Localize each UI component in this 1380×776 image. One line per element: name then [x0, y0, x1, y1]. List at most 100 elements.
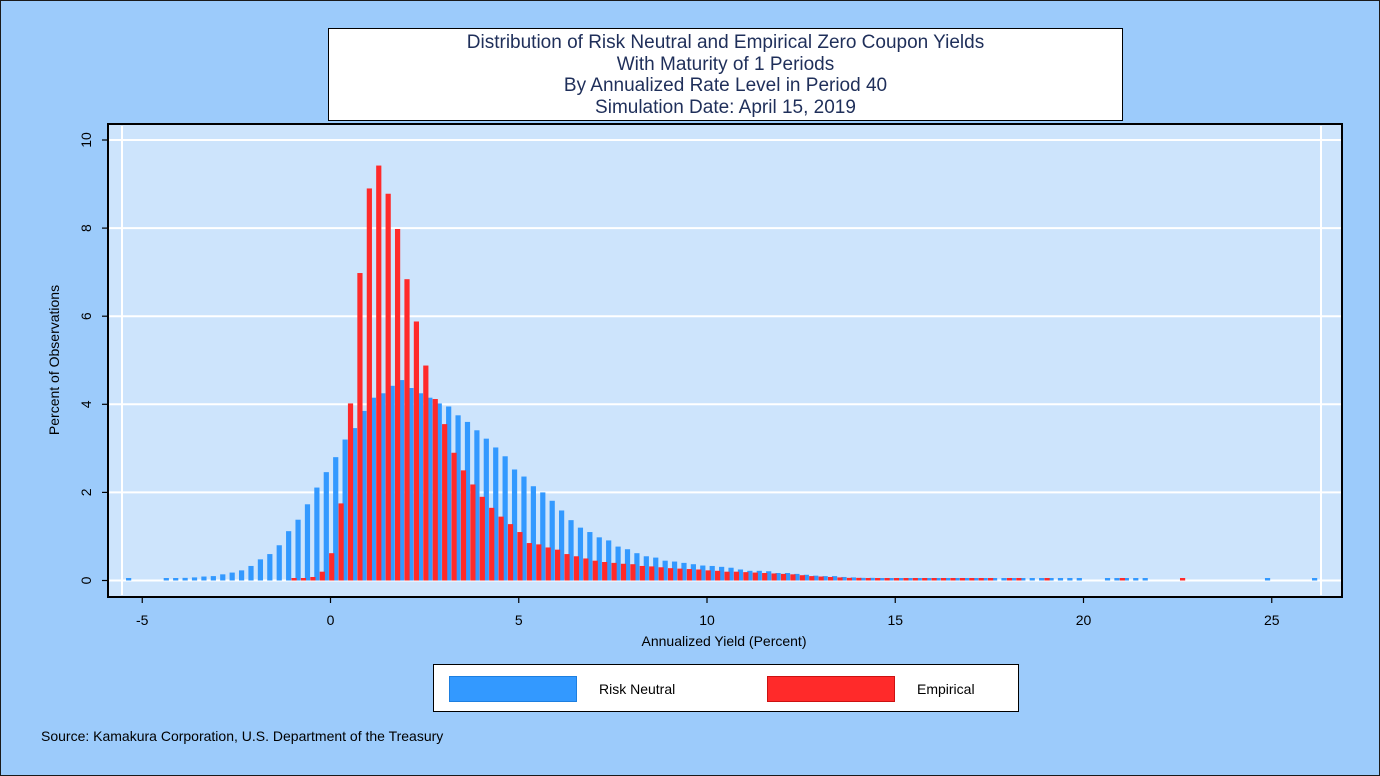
bar-risk-neutral	[775, 573, 781, 581]
plot-area	[107, 123, 1343, 598]
bar-empirical	[922, 578, 928, 581]
bar-empirical	[611, 562, 617, 581]
x-axis-label: Annualized Yield (Percent)	[642, 633, 807, 649]
bar-empirical	[432, 399, 438, 581]
bar-risk-neutral	[483, 438, 489, 581]
bar-risk-neutral	[286, 531, 292, 581]
bar-risk-neutral	[662, 560, 668, 581]
bar-risk-neutral	[276, 545, 282, 581]
bar-empirical	[987, 578, 994, 581]
bar-risk-neutral	[389, 385, 395, 581]
bar-empirical	[677, 568, 683, 581]
chart-title: Distribution of Risk Neutral and Empiric…	[328, 28, 1123, 121]
bar-empirical	[950, 578, 956, 581]
bar-empirical	[837, 577, 843, 581]
bar-empirical	[649, 566, 655, 581]
bar-empirical	[564, 554, 570, 581]
bar-empirical	[573, 556, 580, 581]
bar-risk-neutral	[869, 577, 875, 581]
bar-risk-neutral	[643, 556, 649, 581]
legend-label-risk-neutral: Risk Neutral	[599, 681, 676, 697]
bar-empirical	[978, 578, 984, 581]
bar-empirical	[686, 569, 692, 581]
bar-risk-neutral	[916, 578, 922, 581]
bar-risk-neutral	[756, 570, 762, 581]
bar-empirical	[507, 524, 514, 581]
bar-empirical	[357, 273, 363, 581]
bar-empirical	[319, 571, 325, 581]
bar-empirical	[338, 503, 344, 581]
bar-risk-neutral	[399, 380, 405, 581]
bar-empirical	[696, 569, 702, 581]
bar-risk-neutral	[944, 578, 951, 581]
bar-empirical	[771, 573, 777, 581]
bar-risk-neutral	[502, 456, 508, 581]
x-tick-label: -5	[136, 612, 149, 628]
bar-empirical	[893, 578, 900, 581]
legend: Risk Neutral Empirical	[433, 664, 1019, 712]
bar-empirical	[366, 188, 372, 581]
bar-empirical	[583, 558, 589, 581]
bar-risk-neutral	[624, 549, 631, 581]
bar-risk-neutral	[897, 578, 904, 581]
bar-empirical	[1016, 578, 1022, 581]
x-tick-label: 20	[1076, 612, 1092, 628]
bar-empirical	[630, 564, 636, 581]
bar-empirical	[602, 561, 608, 581]
bar-empirical	[884, 578, 890, 581]
bar-risk-neutral	[267, 554, 273, 581]
bar-risk-neutral	[342, 439, 348, 581]
bar-empirical	[555, 549, 561, 581]
bar-risk-neutral	[935, 578, 941, 581]
bar-empirical	[818, 576, 824, 581]
bar-empirical	[385, 193, 391, 581]
bar-risk-neutral	[681, 562, 687, 581]
title-line-4: Simulation Date: April 15, 2019	[595, 96, 856, 118]
bar-risk-neutral	[530, 486, 536, 581]
bar-risk-neutral	[511, 469, 518, 581]
bar-empirical	[1044, 578, 1050, 581]
bar-empirical	[329, 553, 335, 581]
bar-risk-neutral	[229, 572, 235, 581]
bar-empirical	[658, 567, 664, 581]
bar-risk-neutral	[766, 571, 772, 581]
bar-risk-neutral	[126, 578, 132, 581]
bar-risk-neutral	[634, 553, 640, 581]
bar-empirical	[460, 470, 467, 581]
bar-risk-neutral	[163, 578, 169, 581]
bar-risk-neutral	[323, 472, 329, 581]
bar-empirical	[856, 577, 862, 581]
bar-empirical	[489, 507, 495, 581]
bar-risk-neutral	[879, 578, 885, 581]
bar-empirical	[404, 279, 410, 581]
bar-empirical	[479, 496, 485, 581]
bar-risk-neutral	[1039, 578, 1045, 581]
bar-empirical	[394, 228, 401, 581]
bar-risk-neutral	[747, 570, 753, 581]
bar-risk-neutral	[220, 574, 226, 581]
bar-risk-neutral	[991, 578, 998, 581]
bar-risk-neutral	[577, 527, 584, 581]
bar-risk-neutral	[474, 430, 480, 581]
bar-risk-neutral	[521, 476, 527, 581]
bar-risk-neutral	[671, 561, 678, 581]
bar-empirical	[809, 576, 815, 581]
bar-risk-neutral	[1020, 578, 1026, 581]
bar-empirical	[1006, 578, 1012, 581]
bar-empirical	[291, 578, 297, 581]
bar-empirical	[1119, 578, 1125, 581]
bar-risk-neutral	[794, 573, 800, 581]
x-tick-label: 25	[1264, 612, 1280, 628]
legend-swatch-risk-neutral	[449, 676, 577, 702]
bar-empirical	[310, 576, 316, 581]
bar-risk-neutral	[831, 576, 838, 581]
bar-empirical	[799, 575, 805, 581]
bar-empirical	[639, 565, 645, 581]
bar-empirical	[1179, 578, 1186, 581]
bar-risk-neutral	[295, 519, 301, 581]
x-tick-label: 15	[887, 612, 903, 628]
y-tick-label: 4	[78, 400, 94, 408]
bar-empirical	[413, 321, 420, 581]
bar-risk-neutral	[549, 500, 555, 581]
